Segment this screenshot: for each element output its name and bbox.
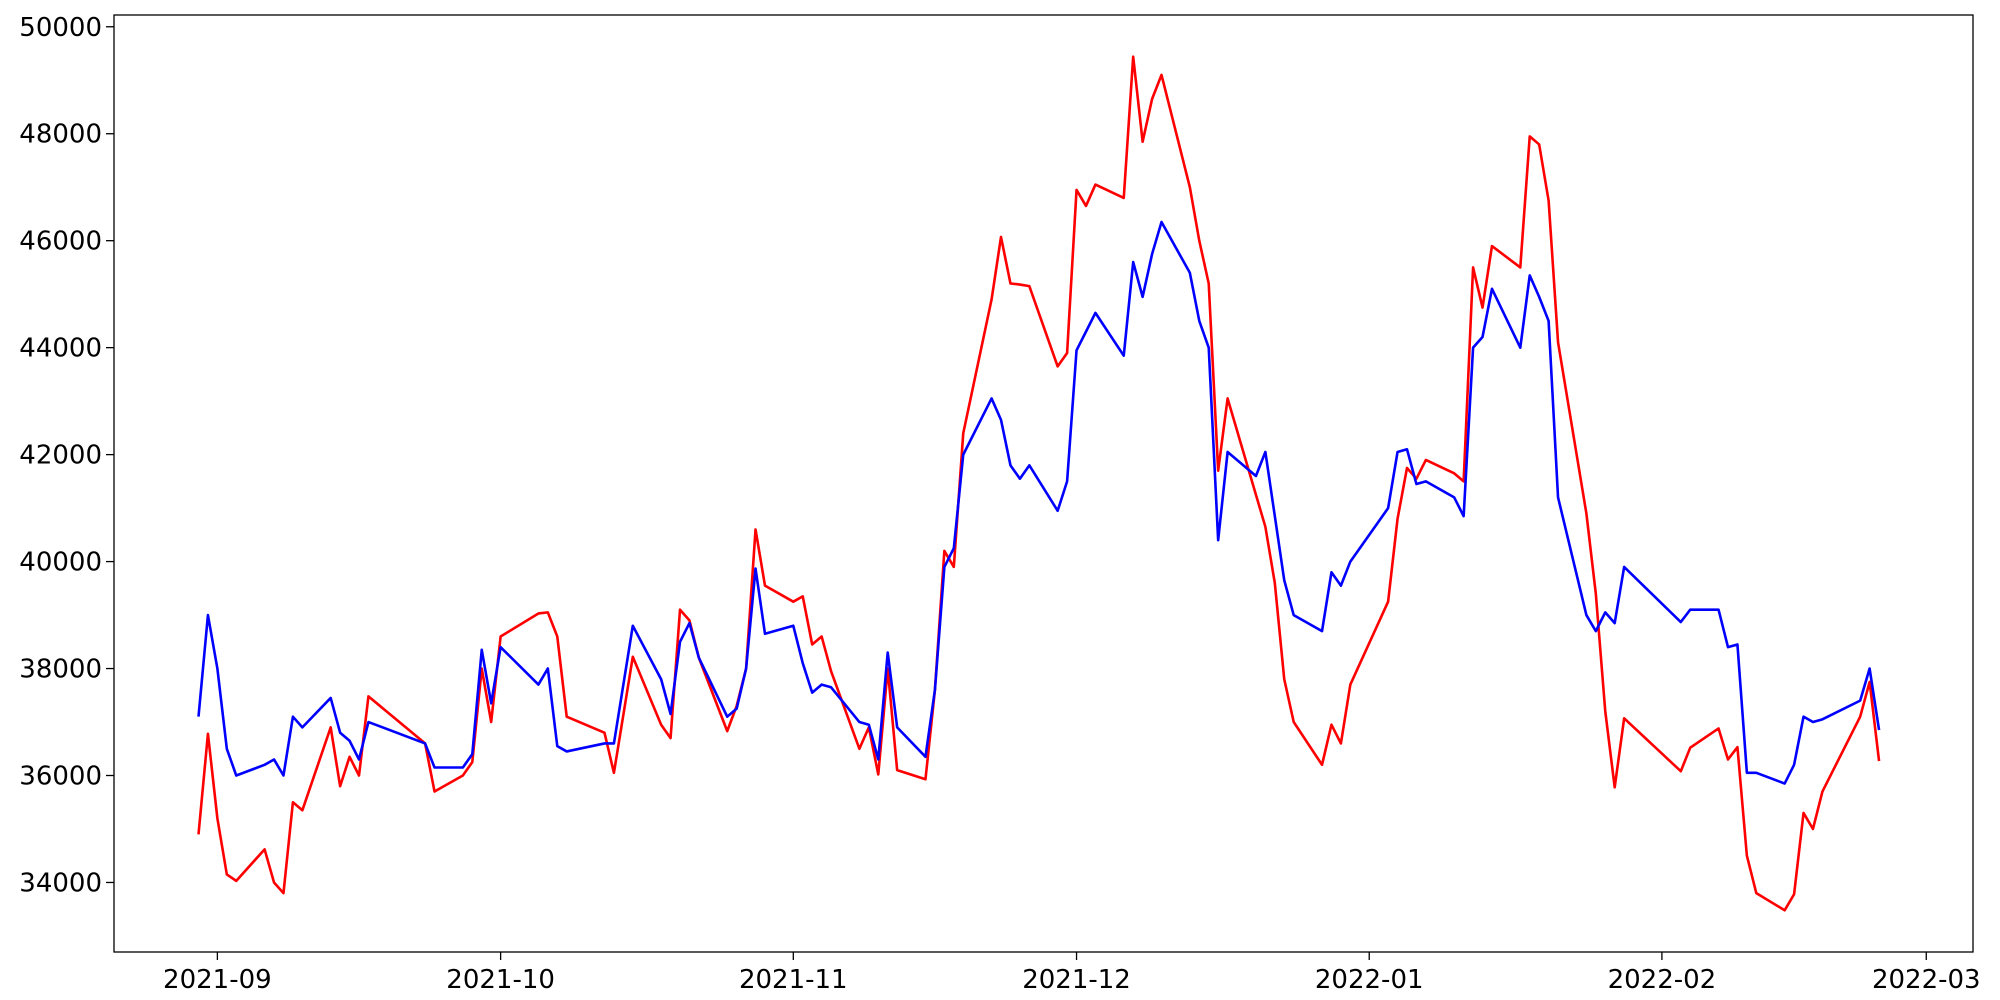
y-tick-label: 48000 bbox=[19, 120, 102, 150]
y-tick-label: 38000 bbox=[19, 655, 102, 685]
x-tick-label: 2021-12 bbox=[1022, 965, 1131, 995]
x-tick-label: 2022-01 bbox=[1315, 965, 1424, 995]
data-line bbox=[197, 220, 1881, 785]
plot-frame bbox=[113, 14, 1974, 953]
x-tick-label: 2021-10 bbox=[446, 965, 555, 995]
data-line bbox=[197, 55, 1881, 912]
y-tick-label: 36000 bbox=[19, 762, 102, 792]
x-tick-label: 2021-09 bbox=[163, 965, 272, 995]
x-tick-label: 2022-03 bbox=[1872, 965, 1981, 995]
x-tick-label: 2022-02 bbox=[1608, 965, 1717, 995]
y-tick-label: 40000 bbox=[19, 548, 102, 578]
x-tick-label: 2021-11 bbox=[739, 965, 848, 995]
y-tick-label: 50000 bbox=[19, 13, 102, 43]
y-tick-label: 44000 bbox=[19, 334, 102, 364]
y-tick-label: 42000 bbox=[19, 441, 102, 471]
y-tick-label: 34000 bbox=[19, 868, 102, 898]
y-tick-label: 46000 bbox=[19, 227, 102, 257]
